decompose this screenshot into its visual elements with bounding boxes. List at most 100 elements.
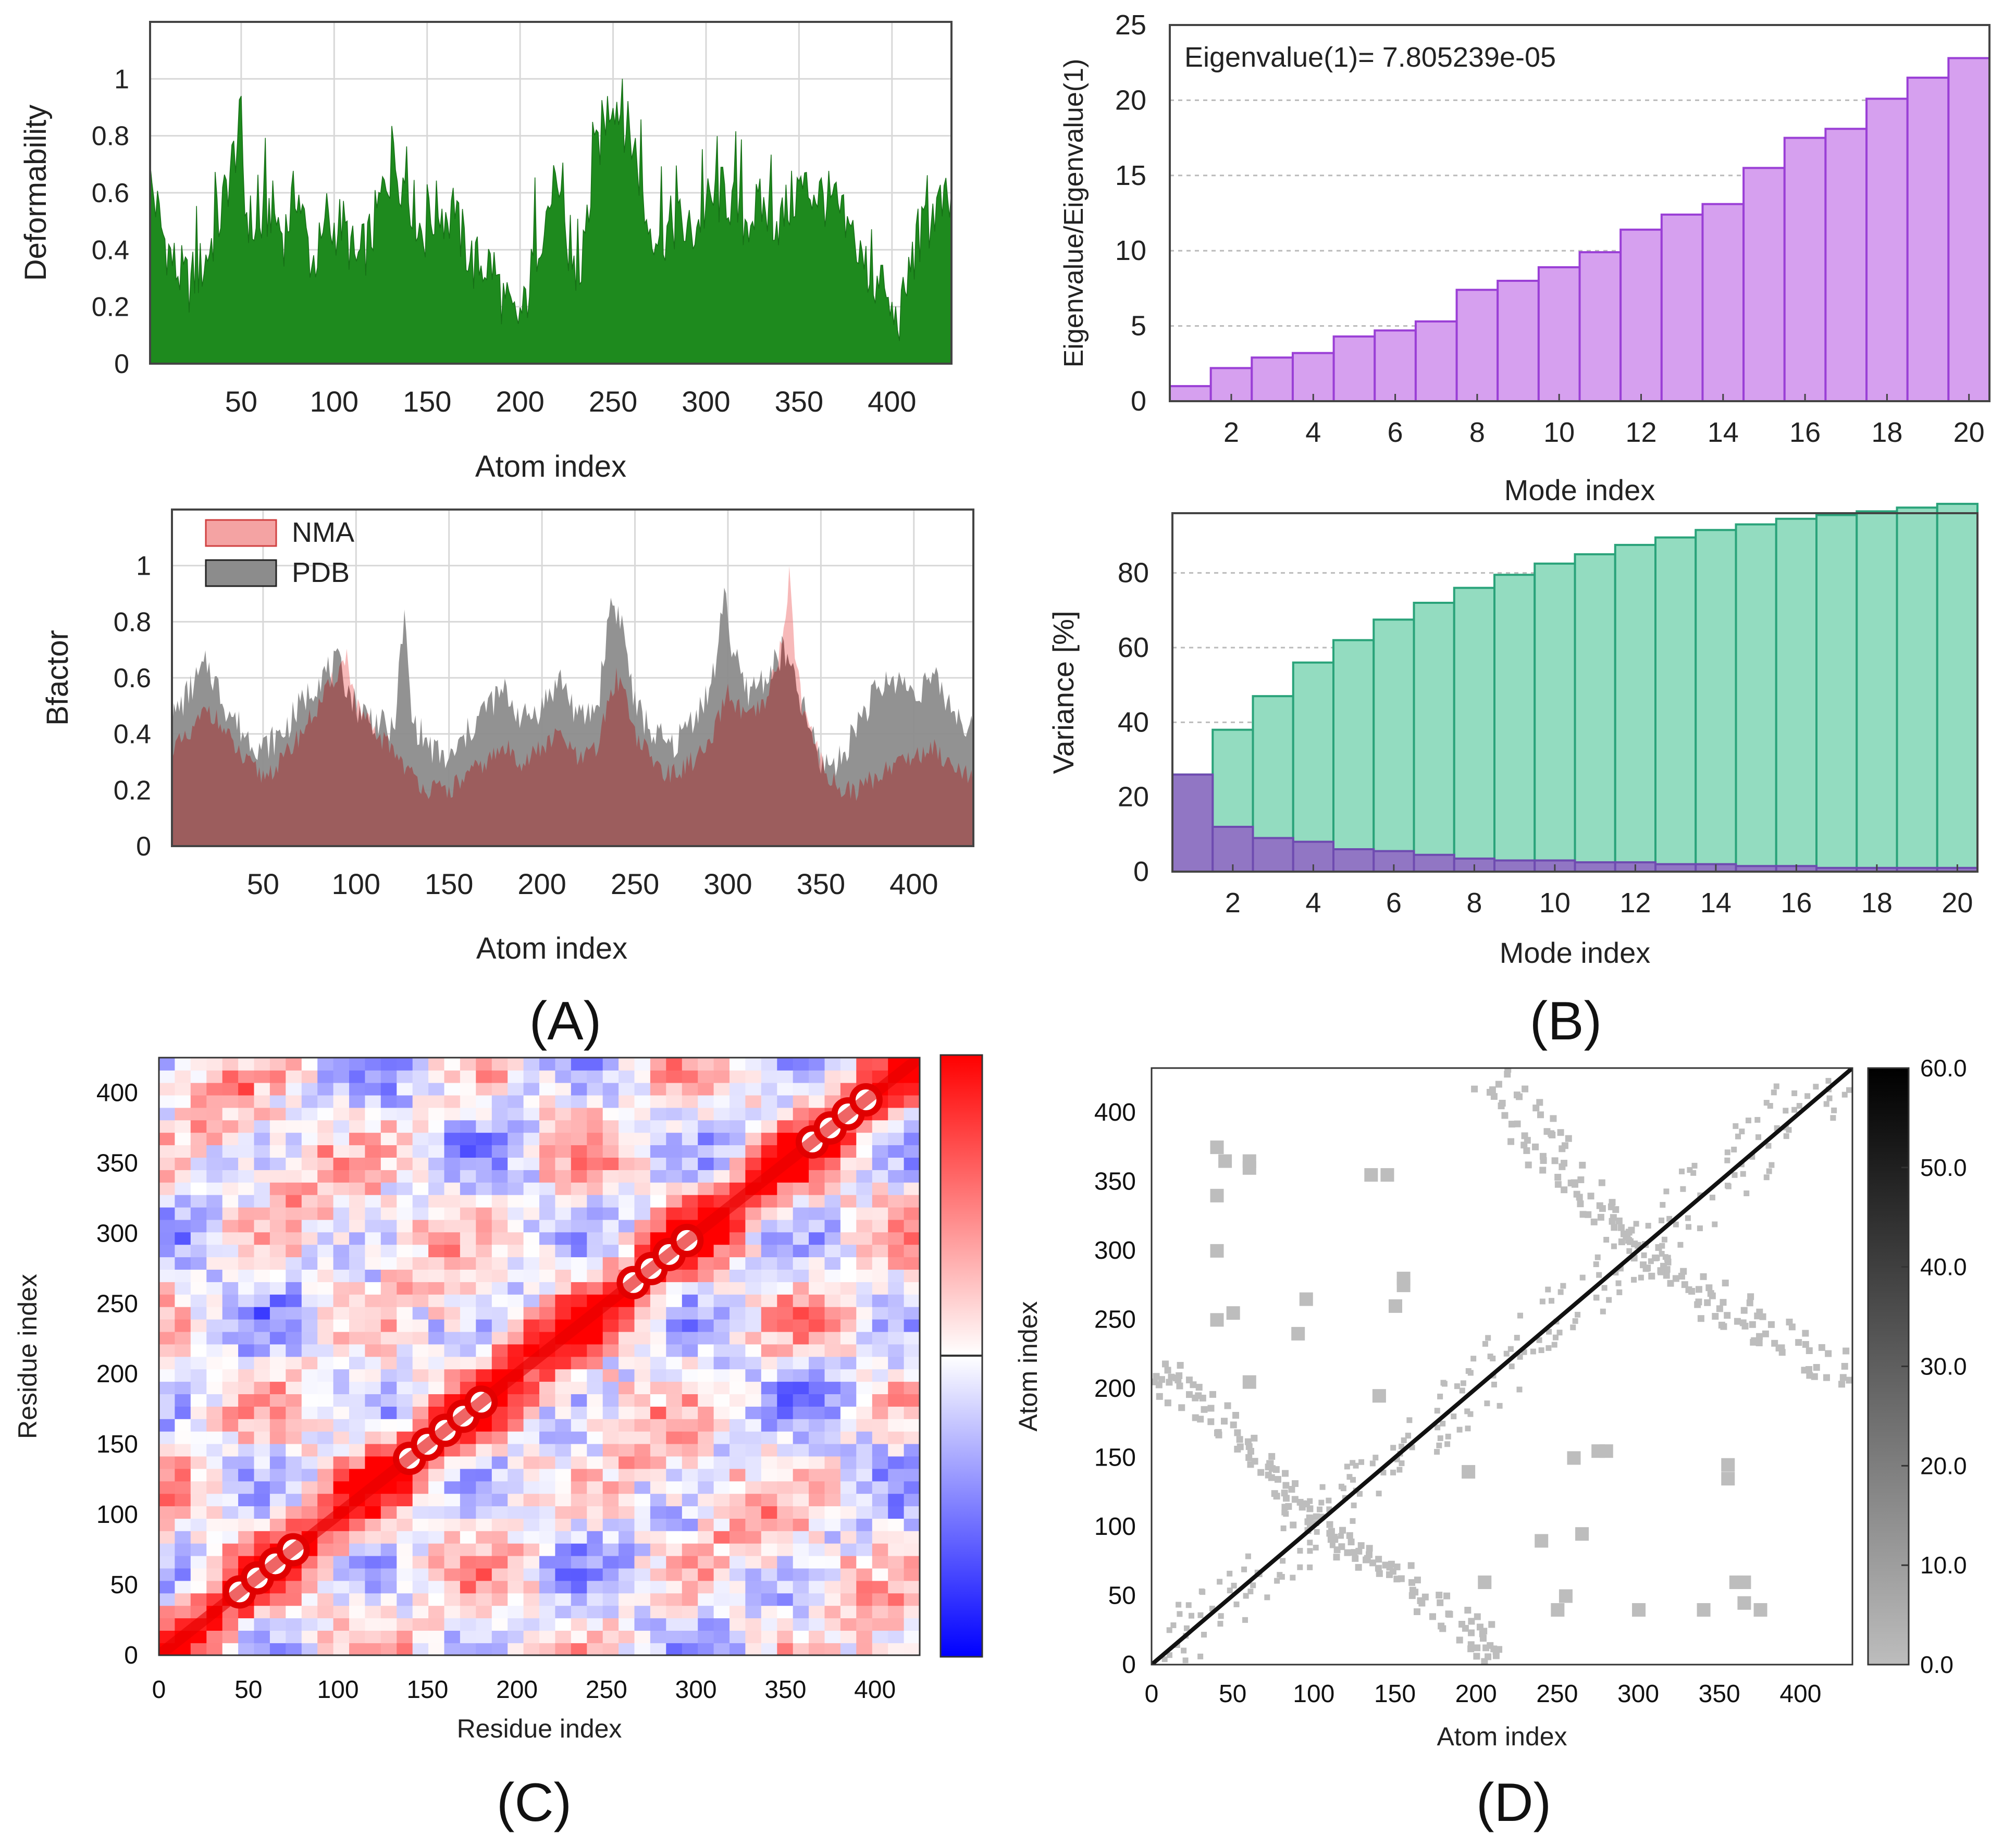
heatmap-cell (602, 1593, 619, 1606)
contact-point (1209, 1391, 1216, 1398)
heatmap-cell (523, 1481, 540, 1494)
heatmap-cell (175, 1493, 191, 1507)
contact-point (1691, 1162, 1698, 1169)
heatmap-cell (602, 1580, 619, 1594)
heatmap-cell (460, 1605, 477, 1619)
heatmap-cell (365, 1170, 381, 1183)
heatmap-cell (175, 1145, 191, 1158)
heatmap-cell (761, 1543, 777, 1556)
heatmap-cell (587, 1269, 603, 1282)
heatmap-cell (238, 1219, 255, 1233)
heatmap-cell (523, 1244, 540, 1258)
heatmap-cell (286, 1132, 302, 1146)
heatmap-cell (317, 1082, 334, 1096)
contact-point (1271, 1490, 1278, 1497)
heatmap-cell (555, 1182, 572, 1195)
heatmap-cell (824, 1219, 841, 1233)
contact-point (1182, 1657, 1189, 1664)
heatmap-cell (619, 1643, 635, 1655)
heatmap-cell (904, 1344, 920, 1357)
heatmap-cell (444, 1506, 461, 1519)
contact-point (1401, 1437, 1407, 1443)
heatmap-cell (698, 1331, 714, 1345)
heatmap-cell (698, 1394, 714, 1407)
heatmap-cell (301, 1643, 318, 1655)
contact-point (1291, 1496, 1299, 1503)
heatmap-cell (365, 1132, 381, 1146)
heatmap-cell (761, 1580, 777, 1594)
heatmap-cell (824, 1194, 841, 1208)
heatmap-cell (824, 1319, 841, 1332)
heatmap-cell (698, 1568, 714, 1581)
heatmap-cell (380, 1157, 397, 1170)
heatmap-cell (539, 1244, 556, 1258)
heatmap-cell (159, 1232, 176, 1245)
heatmap-cell (175, 1182, 191, 1195)
heatmap-cell (587, 1207, 603, 1220)
heatmap-cell (444, 1643, 461, 1655)
heatmap-cell (349, 1170, 366, 1183)
contact-point (1712, 1221, 1718, 1227)
heatmap-cell (666, 1618, 683, 1631)
heatmap-cell (190, 1369, 207, 1382)
heatmap-cell (539, 1456, 556, 1469)
heatmap-cell (840, 1356, 857, 1370)
heatmap-cell (698, 1257, 714, 1270)
plot-frame (1171, 512, 1979, 873)
heatmap-cell (491, 1257, 508, 1270)
heatmap-cell (333, 1207, 350, 1220)
heatmap-cell (317, 1282, 334, 1295)
contact-point (1744, 1190, 1750, 1196)
heatmap-cell (269, 1618, 287, 1631)
heatmap-cell (571, 1518, 587, 1531)
heatmap-cell (571, 1107, 587, 1121)
heatmap-cell (380, 1120, 397, 1133)
contact-point (1388, 1560, 1395, 1568)
heatmap-cell (602, 1132, 619, 1146)
heatmap-cell (666, 1120, 683, 1133)
heatmap-cell (698, 1630, 714, 1643)
contact-point (1236, 1436, 1243, 1443)
heatmap-cell (476, 1232, 492, 1245)
heatmap-cell (397, 1107, 413, 1121)
heatmap-cell (523, 1618, 540, 1631)
heatmap-cell (619, 1219, 635, 1233)
heatmap-cell (666, 1381, 683, 1394)
heatmap-cell (713, 1381, 730, 1394)
heatmap-cell (809, 1369, 825, 1382)
heatmap-cell (444, 1294, 461, 1307)
heatmap-cell (745, 1082, 762, 1096)
heatmap-cell (222, 1369, 239, 1382)
heatmap-cell (713, 1394, 730, 1407)
heatmap-cell (190, 1593, 207, 1606)
heatmap-cell (713, 1406, 730, 1419)
heatmap-cell (856, 1344, 873, 1357)
x-tick-label: 250 (611, 867, 659, 900)
heatmap-cell (856, 1431, 873, 1444)
contact-point (1178, 1404, 1185, 1411)
contact-point (1783, 1108, 1789, 1114)
heatmap-cell (222, 1058, 239, 1071)
heatmap-cell (460, 1618, 477, 1631)
heatmap-cell (824, 1406, 841, 1419)
heatmap-cell (650, 1058, 667, 1071)
heatmap-cell (856, 1356, 873, 1370)
heatmap-cell (634, 1232, 651, 1245)
contact-point (1329, 1542, 1336, 1548)
heatmap-cell (698, 1419, 714, 1432)
heatmap-cell (159, 1580, 176, 1594)
contact-point (1545, 1286, 1551, 1293)
heatmap-cell (159, 1555, 176, 1569)
colorbar-tick-label: 60.0 (1920, 1055, 1967, 1082)
contact-point (1484, 1400, 1490, 1407)
heatmap-cell (761, 1431, 777, 1444)
heatmap-cell (349, 1331, 366, 1345)
heatmap-cell (809, 1269, 825, 1282)
x-axis-label: Atom index (476, 932, 627, 965)
contact-point (1537, 1111, 1544, 1119)
heatmap-cell (650, 1518, 667, 1531)
heatmap-cell (159, 1082, 176, 1096)
contact-point (1565, 1135, 1572, 1142)
heatmap-cell (508, 1070, 524, 1083)
heatmap-cell (508, 1145, 524, 1158)
